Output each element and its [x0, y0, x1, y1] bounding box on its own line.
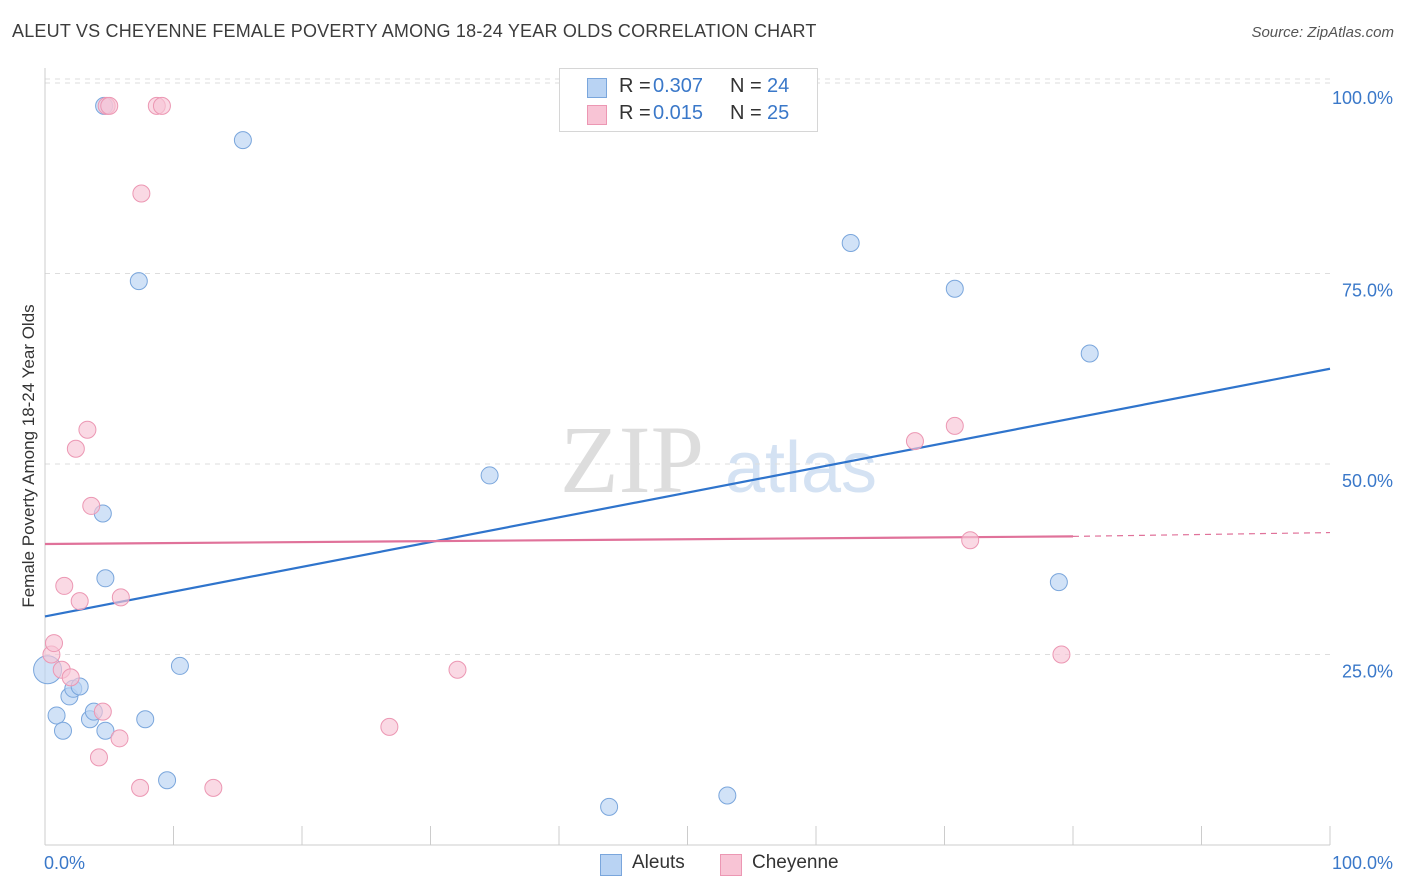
aleut-point-19: [718, 786, 737, 805]
aleut-point-9: [96, 721, 115, 740]
watermark-zip: ZIP: [560, 406, 704, 513]
cheyenne-trend-line: [44, 535, 1074, 546]
cheyenne-point-24: [961, 531, 980, 550]
aleut-point-15: [170, 656, 189, 675]
legend-r-label: R =: [619, 102, 651, 124]
y-tick-label-25: 25.0%: [1342, 662, 1393, 682]
cheyenne-point-13: [110, 729, 129, 748]
cheyenne-point-8: [82, 496, 101, 515]
watermark: ZIP atlas: [560, 406, 877, 513]
cheyenne-point-10: [93, 702, 112, 721]
y-tick-label-100: 100.0%: [1332, 88, 1393, 108]
x-tick-label-max: 100.0%: [1332, 853, 1393, 873]
legend-n-value: 25: [767, 102, 790, 124]
y-axis-label: Female Poverty Among 18-24 Year Olds: [19, 304, 38, 607]
legend-n-label: N =: [730, 75, 762, 97]
cheyenne-point-3: [55, 576, 74, 595]
cheyenne-point-19: [204, 778, 223, 797]
aleut-point-13: [136, 710, 155, 729]
cheyenne-point-22: [905, 432, 924, 451]
trend-lines: [44, 367, 1331, 618]
x-tick-label-min: 0.0%: [44, 853, 85, 873]
cheyenne-point-12: [100, 96, 119, 115]
axis-ticks: [173, 826, 1331, 845]
cheyenne-point-25: [1052, 645, 1071, 664]
cheyenne-point-16: [132, 184, 151, 203]
chart-title: ALEUT VS CHEYENNE FEMALE POVERTY AMONG 1…: [12, 21, 817, 41]
legend-swatch-cheyenne: [587, 105, 607, 125]
legend-swatch-aleuts: [587, 78, 607, 98]
cheyenne-point-1: [44, 634, 63, 653]
aleut-point-17: [480, 466, 499, 485]
aleut-point-12: [129, 272, 148, 291]
aleut-point-1: [47, 706, 66, 725]
axis-labels: 25.0% 50.0% 75.0% 100.0% 0.0% 100.0% Female Po…: [19, 88, 1393, 873]
correlation-legend: R = 0.307 N = 24 R = 0.015 N = 25: [559, 68, 818, 132]
cheyenne-point-5: [66, 439, 85, 458]
cheyenne-point-18: [152, 96, 171, 115]
y-tick-label-50: 50.0%: [1342, 471, 1393, 491]
aleut-point-22: [1049, 573, 1068, 592]
aleut-point-23: [1080, 344, 1099, 363]
grid-lines: [45, 78, 1330, 655]
legend-n-value: 24: [767, 75, 790, 97]
cheyenne-point-20: [380, 717, 399, 736]
legend-r-value: 0.015: [653, 102, 704, 124]
cheyenne-point-7: [78, 420, 97, 439]
cheyenne-point-23: [945, 416, 964, 435]
bottom-legend-swatch-cheyenne: [720, 854, 742, 876]
cheyenne-point-6: [70, 592, 89, 611]
legend-n-label: N =: [730, 102, 762, 124]
cheyenne-point-4: [61, 668, 80, 687]
watermark-atlas: atlas: [725, 428, 877, 508]
aleut-point-16: [233, 131, 252, 150]
cheyenne-point-15: [131, 778, 150, 797]
aleut-point-18: [600, 797, 619, 816]
bottom-legend-label-cheyenne: Cheyenne: [752, 852, 839, 873]
aleut-trend-line: [44, 367, 1331, 618]
data-points: [33, 96, 1099, 816]
source-label: Source: ZipAtlas.com: [1251, 24, 1394, 41]
legend-row-cheyenne: R = 0.015 N = 25: [560, 100, 817, 128]
bottom-legend-label-aleuts: Aleuts: [632, 852, 685, 873]
bottom-legend-swatch-aleuts: [600, 854, 622, 876]
cheyenne-point-21: [448, 660, 467, 679]
aleut-point-11: [96, 569, 115, 588]
legend-row-aleuts: R = 0.307 N = 24: [560, 73, 817, 101]
y-tick-label-75: 75.0%: [1342, 281, 1393, 301]
aleut-point-21: [945, 279, 964, 298]
aleut-point-20: [841, 234, 860, 253]
aleut-point-2: [53, 721, 72, 740]
legend-r-value: 0.307: [653, 75, 704, 97]
cheyenne-point-14: [111, 588, 130, 607]
cheyenne-trend-extension: [1072, 531, 1331, 537]
legend-r-label: R =: [619, 75, 651, 97]
cheyenne-point-9: [89, 748, 108, 767]
aleut-point-14: [158, 771, 177, 790]
